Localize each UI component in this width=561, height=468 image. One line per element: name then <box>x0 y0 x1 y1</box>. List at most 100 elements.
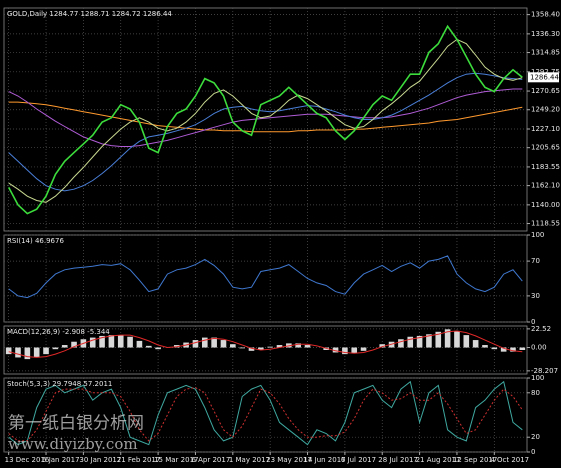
series-line <box>8 101 523 133</box>
bar <box>117 335 124 348</box>
bar <box>360 347 367 351</box>
y-tick-label: 1314.85 <box>531 49 560 57</box>
bar <box>33 347 40 358</box>
bar <box>342 347 348 355</box>
y-tick-label: -28.207 <box>531 367 558 375</box>
bar <box>239 347 245 349</box>
series-line <box>8 255 523 299</box>
panel-title: GOLD,Daily 1284.77 1288.71 1284.72 1286.… <box>7 10 172 18</box>
bar <box>351 347 358 354</box>
series-line <box>8 380 523 446</box>
bar <box>127 336 133 348</box>
bar <box>519 347 526 350</box>
bar <box>192 340 199 348</box>
y-tick-label: 80 <box>531 389 540 397</box>
y-tick-label: 1140.00 <box>531 201 560 209</box>
bar <box>211 337 217 348</box>
bar <box>61 345 68 348</box>
x-tick-label: 6 Jul 2017 <box>341 456 376 464</box>
bar <box>500 347 507 352</box>
y-tick-label: 30 <box>531 292 540 300</box>
bar <box>463 335 470 348</box>
series-line <box>8 88 523 147</box>
series-line <box>8 387 523 442</box>
panel-border <box>3 7 528 232</box>
series-line <box>8 72 523 192</box>
x-tick-label: 30 Jan 2017 <box>79 456 121 464</box>
x-tick-label: 12 Sep 2017 <box>453 456 497 464</box>
y-tick-label: 22.52 <box>531 325 551 333</box>
y-tick-label: 0.00 <box>531 344 547 352</box>
panel-title: Stoch(5,3,3) 29.7948 57.2011 <box>7 380 112 388</box>
bar <box>201 337 208 348</box>
bar <box>276 345 283 348</box>
bar <box>398 339 404 348</box>
y-tick-label: 1227.10 <box>531 125 560 133</box>
x-tick-label: 6 Jan 2017 <box>42 456 80 464</box>
bar <box>267 346 273 348</box>
bar <box>379 344 386 348</box>
y-tick-label: 1162.10 <box>531 182 560 190</box>
y-tick-label: 0 <box>531 318 535 326</box>
bar <box>295 343 301 348</box>
y-tick-label: 1292.75 <box>531 68 560 76</box>
bar <box>230 344 236 348</box>
panel-border <box>3 325 528 375</box>
y-tick-label: 1183.55 <box>531 163 560 171</box>
x-tick-label: 23 May 2017 <box>266 456 312 464</box>
bar <box>510 347 516 352</box>
x-tick-label: 21 Aug 2017 <box>416 456 461 464</box>
bar <box>482 345 488 348</box>
watermark-url: www.diyizby.com <box>8 435 138 453</box>
bar <box>472 340 479 348</box>
bar <box>248 347 255 351</box>
watermark-text: 第一纸白银分析网 <box>8 414 144 434</box>
bar <box>416 335 423 348</box>
panel-title: MACD(12,26,9) -2.908 -5.344 <box>7 328 110 336</box>
y-tick-label: 100 <box>531 374 544 382</box>
series-line <box>8 330 523 358</box>
y-tick-label: 1205.65 <box>531 144 560 152</box>
bar <box>99 335 105 348</box>
last-price-box <box>528 72 559 83</box>
bar <box>332 347 339 353</box>
bar <box>435 331 442 348</box>
x-tick-label: 1 May 2017 <box>229 456 270 464</box>
bar <box>71 341 77 348</box>
x-tick-label: 6 Apr 2017 <box>191 456 230 464</box>
y-tick-label: 20 <box>531 433 540 441</box>
x-tick-label: 28 Jul 2017 <box>378 456 418 464</box>
last-price-label: 1286.44 <box>530 73 559 81</box>
bar <box>220 340 227 348</box>
bar <box>407 336 414 348</box>
bar <box>136 340 143 348</box>
bar <box>155 347 161 350</box>
x-tick-label: 14 Jun 2017 <box>304 456 346 464</box>
x-tick-label: 15 Mar 2017 <box>154 456 198 464</box>
bar <box>145 345 152 348</box>
y-tick-label: 1358.40 <box>531 11 560 19</box>
panel-title: RSI(14) 46.9676 <box>7 237 64 245</box>
bar <box>108 335 115 348</box>
series-line <box>8 38 523 203</box>
bar <box>258 347 264 350</box>
y-tick-label: 1118.55 <box>531 220 560 228</box>
series-line <box>7 24 523 215</box>
bar <box>5 347 12 355</box>
bar <box>89 337 96 348</box>
bar <box>24 347 31 360</box>
bar <box>43 347 49 355</box>
bar <box>491 347 498 350</box>
y-tick-label: 1336.30 <box>531 30 560 38</box>
bar <box>15 347 21 358</box>
y-tick-label: 70 <box>531 257 540 265</box>
x-tick-label: 21 Feb 2017 <box>117 456 161 464</box>
x-tick-label: 4 Oct 2017 <box>490 456 529 464</box>
y-tick-label: 100 <box>531 231 544 239</box>
x-tick-label: 13 Dec 2016 <box>5 456 50 464</box>
bar <box>444 329 451 348</box>
bar <box>426 334 432 348</box>
bar <box>454 330 460 348</box>
y-tick-label: 0 <box>531 448 535 456</box>
